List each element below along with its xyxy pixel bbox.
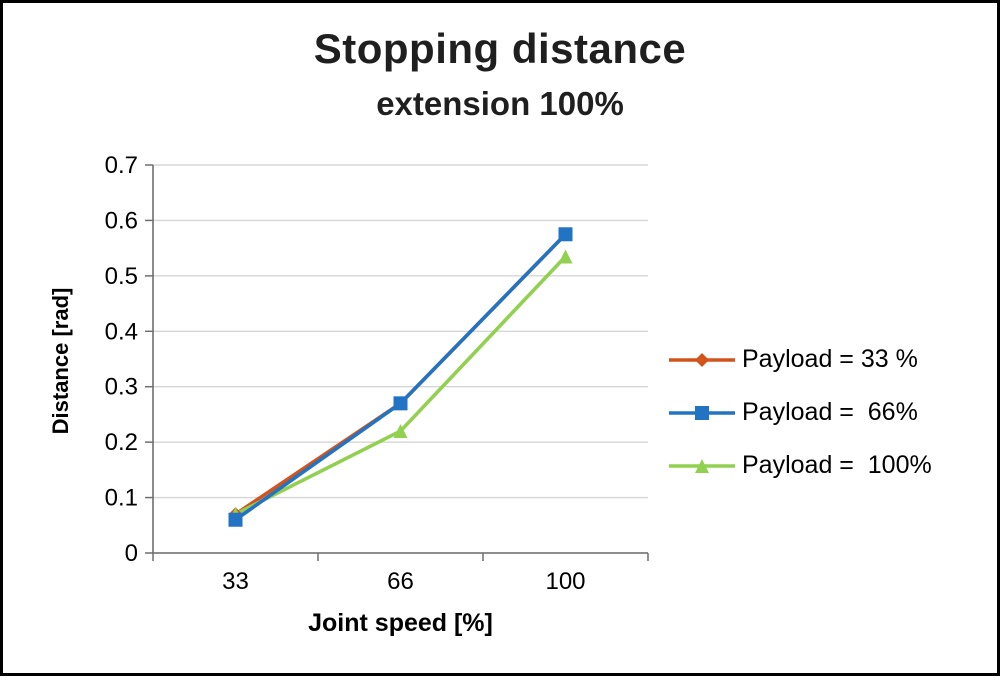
triangle-marker xyxy=(695,458,709,473)
x-tick-label: 33 xyxy=(222,568,249,595)
legend-swatch xyxy=(669,405,735,420)
chart-title: Stopping distance xyxy=(313,25,687,72)
square-marker xyxy=(558,227,573,242)
legend-label: Payload = 100% xyxy=(742,451,932,479)
chart-subtitle: extension 100% xyxy=(376,85,624,122)
y-tick-label: 0.6 xyxy=(105,207,138,234)
legend: Payload = 33 % Payload = 66% Payload = 100… xyxy=(667,333,932,492)
x-tick-label: 100 xyxy=(545,568,585,595)
square-marker xyxy=(393,396,408,411)
x-axis-title: Joint speed [%] xyxy=(308,609,493,637)
chart-plot: 0 0.1 0.2 0.3 0.4 0.5 0.6 0.7 33 66 100 xyxy=(105,152,649,595)
legend-label: Payload = 66% xyxy=(742,398,918,426)
y-tick-label: 0.4 xyxy=(105,318,138,345)
y-tick-label: 0.3 xyxy=(105,374,138,401)
y-axis-title: Distance [rad] xyxy=(48,287,73,435)
legend-label: Payload = 33 % xyxy=(742,345,918,373)
x-tick-label: 66 xyxy=(387,568,414,595)
legend-swatch xyxy=(669,352,735,367)
series-line xyxy=(233,254,568,517)
series-line xyxy=(233,232,568,522)
legend-item: Payload = 33 % xyxy=(667,333,932,386)
y-tick-label: 0 xyxy=(125,540,138,567)
triangle-marker xyxy=(393,424,408,439)
y-tick-label: 0.1 xyxy=(105,485,138,512)
triangle-marker xyxy=(558,249,573,264)
y-tick-label: 0.2 xyxy=(105,429,138,456)
y-tick-label: 0.5 xyxy=(105,263,138,290)
square-marker xyxy=(228,512,243,527)
legend-swatch xyxy=(669,458,735,473)
legend-item: Payload = 100% xyxy=(667,439,932,492)
y-tick-label: 0.7 xyxy=(105,152,138,179)
diamond-marker xyxy=(695,352,709,367)
square-marker xyxy=(695,405,709,420)
legend-item: Payload = 66% xyxy=(667,386,932,439)
